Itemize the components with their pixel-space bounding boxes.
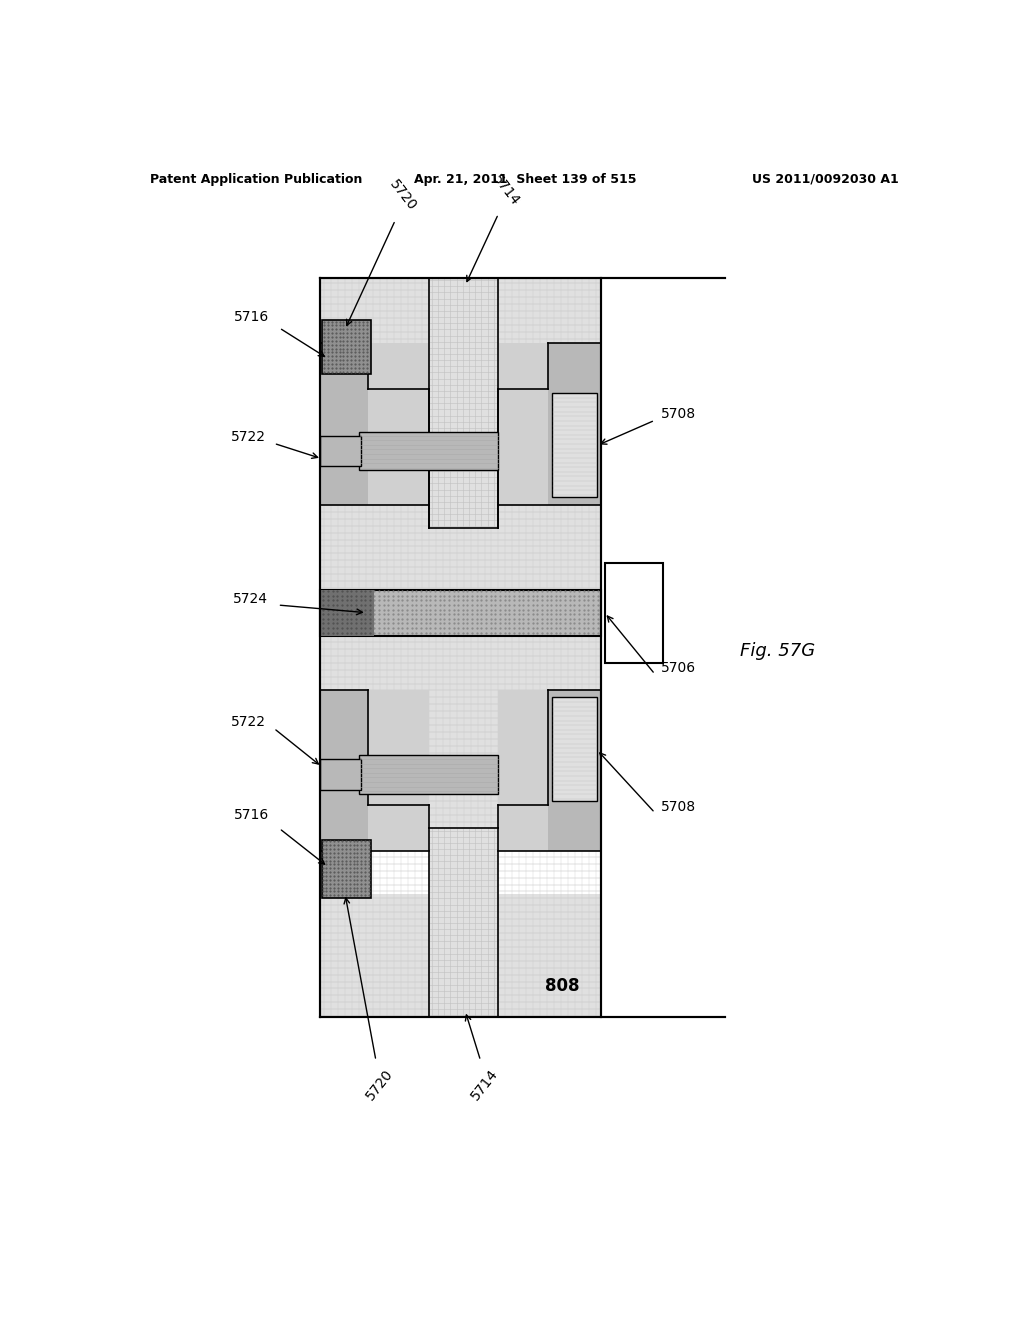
Bar bbox=[369, 343, 429, 506]
Bar bbox=[322, 689, 369, 851]
Bar bbox=[321, 590, 601, 636]
Bar bbox=[369, 689, 429, 851]
Bar bbox=[429, 829, 499, 1016]
Bar bbox=[548, 689, 601, 851]
Bar bbox=[359, 432, 499, 470]
Bar bbox=[321, 436, 360, 466]
Bar bbox=[321, 636, 601, 851]
Bar bbox=[552, 697, 597, 801]
Text: 5722: 5722 bbox=[230, 715, 265, 729]
Text: 5720: 5720 bbox=[387, 178, 420, 214]
Bar bbox=[321, 374, 601, 590]
Bar bbox=[359, 755, 499, 793]
Bar bbox=[321, 759, 360, 789]
Text: US 2011/0092030 A1: US 2011/0092030 A1 bbox=[753, 173, 899, 186]
Bar bbox=[322, 343, 429, 506]
Text: 5724: 5724 bbox=[232, 591, 268, 606]
Bar bbox=[548, 343, 601, 506]
Bar bbox=[322, 321, 371, 374]
Bar bbox=[604, 562, 663, 663]
Bar bbox=[321, 343, 369, 506]
Bar bbox=[321, 894, 601, 1016]
Bar bbox=[321, 590, 375, 636]
Bar bbox=[321, 689, 369, 851]
Text: Apr. 21, 2011  Sheet 139 of 515: Apr. 21, 2011 Sheet 139 of 515 bbox=[414, 173, 636, 186]
Bar bbox=[499, 689, 548, 851]
Bar bbox=[499, 343, 599, 506]
Bar bbox=[548, 689, 601, 851]
Text: 5706: 5706 bbox=[662, 661, 696, 675]
Text: 808: 808 bbox=[545, 977, 580, 995]
Text: 5716: 5716 bbox=[234, 310, 269, 323]
Text: Fig. 57G: Fig. 57G bbox=[740, 643, 815, 660]
Bar bbox=[499, 343, 548, 506]
Text: 5708: 5708 bbox=[662, 407, 696, 421]
Bar bbox=[552, 393, 597, 498]
Text: 5714: 5714 bbox=[489, 172, 522, 209]
Bar bbox=[321, 277, 601, 374]
Text: 5708: 5708 bbox=[662, 800, 696, 813]
Text: Patent Application Publication: Patent Application Publication bbox=[150, 173, 362, 186]
Text: 5714: 5714 bbox=[468, 1067, 501, 1104]
Bar bbox=[322, 840, 371, 898]
Text: 5722: 5722 bbox=[230, 430, 265, 444]
Text: 5720: 5720 bbox=[364, 1067, 396, 1104]
Bar bbox=[429, 277, 499, 528]
Bar bbox=[499, 689, 548, 851]
Text: 5716: 5716 bbox=[234, 808, 269, 822]
